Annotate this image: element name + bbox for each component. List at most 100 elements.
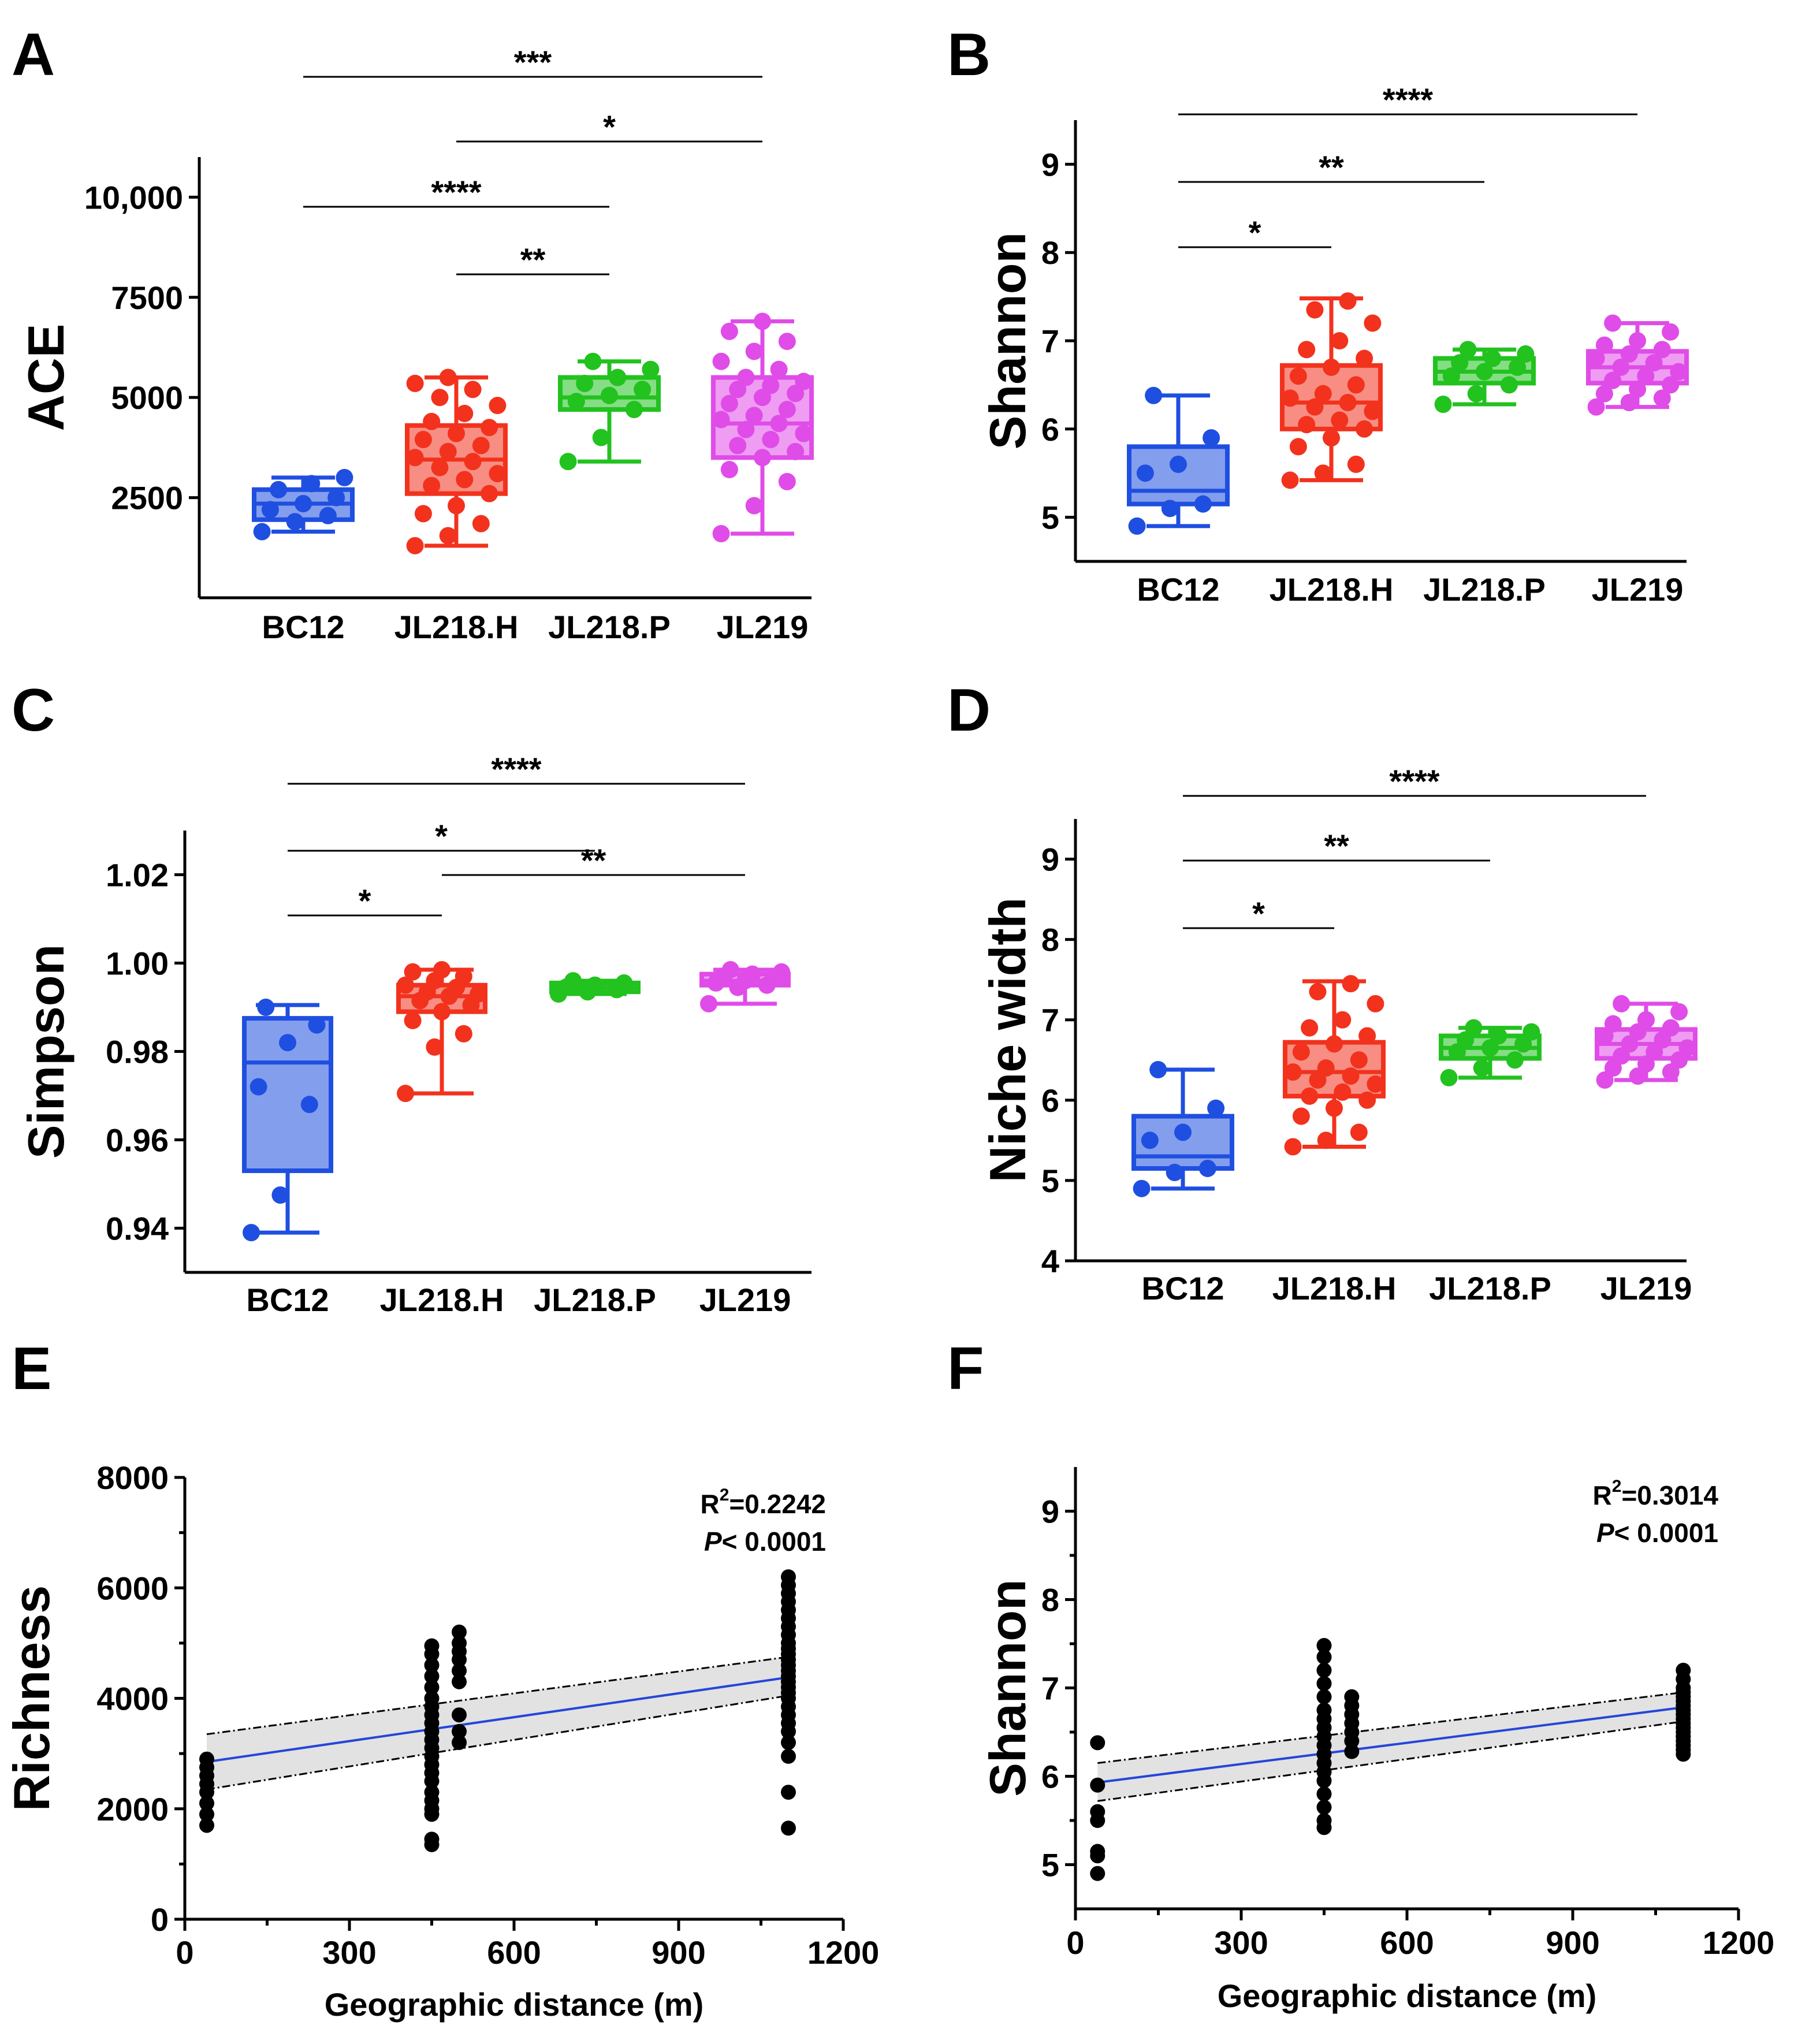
data-point: [1090, 1844, 1105, 1859]
significance-stars: ****: [1389, 763, 1439, 799]
box-jl219: [699, 960, 791, 1012]
r-squared-value: =0.3014: [1621, 1480, 1718, 1510]
data-point: [1587, 349, 1605, 367]
y-tick-label: 10,000: [84, 179, 183, 215]
data-point: [404, 1011, 422, 1029]
data-point: [1289, 438, 1307, 456]
data-point: [464, 381, 482, 399]
data-point: [1367, 995, 1384, 1012]
data-point: [426, 1038, 444, 1056]
y-tick-label: 5000: [111, 379, 183, 416]
data-point: [762, 377, 780, 394]
data-point: [720, 461, 738, 479]
data-point: [452, 1707, 467, 1723]
data-point: [1467, 385, 1485, 403]
data-point: [762, 431, 780, 449]
data-point: [1620, 345, 1638, 363]
panel-c: C 0.94 0.96 0.98 1.00 1.02 Simpson BC12 JL218.H J…: [12, 677, 811, 1318]
data-point: [1613, 995, 1631, 1012]
data-point: [1317, 1059, 1335, 1077]
data-point: [1670, 363, 1688, 381]
significance-stars: **: [1319, 149, 1344, 185]
data-point: [1342, 1067, 1360, 1085]
data-point: [257, 999, 275, 1016]
data-point: [1484, 349, 1502, 367]
ci-upper-line: [206, 1656, 789, 1736]
data-point: [452, 1624, 467, 1640]
category-label: JL218.H: [1270, 571, 1394, 608]
y-tick-label: 4000: [96, 1681, 169, 1717]
data-point: [1364, 403, 1382, 420]
y-axis-title: Richness: [3, 1585, 60, 1811]
data-point: [1316, 1689, 1332, 1704]
data-point: [433, 960, 451, 978]
box-bc12: [252, 468, 355, 541]
data-point: [634, 381, 652, 399]
category-label: JL218.H: [394, 609, 519, 645]
data-point: [1323, 358, 1340, 376]
data-point: [700, 995, 717, 1012]
y-tick-label: 7500: [111, 280, 183, 316]
data-point: [1090, 1804, 1105, 1819]
data-point: [439, 368, 457, 386]
data-point: [1207, 1099, 1225, 1117]
data-point: [1517, 345, 1535, 363]
y-tick-label: 9: [1041, 146, 1059, 183]
data-point: [397, 1085, 414, 1103]
data-point: [424, 1658, 440, 1673]
data-point: [406, 449, 424, 467]
data-point: [472, 437, 490, 455]
category-label: BC12: [1137, 571, 1219, 608]
data-point: [1662, 323, 1680, 341]
data-point: [199, 1818, 214, 1833]
data-point: [1358, 1091, 1376, 1109]
y-tick-label: 2500: [111, 480, 183, 516]
data-point: [253, 523, 271, 541]
data-point: [787, 442, 805, 460]
y-tick-label: 8000: [96, 1460, 169, 1496]
category-label: JL218.P: [1429, 1270, 1551, 1306]
data-point: [1194, 495, 1212, 513]
box-jl219: [711, 312, 814, 543]
y-tick-label: 6: [1041, 1759, 1059, 1795]
data-point: [778, 472, 796, 490]
data-point: [243, 1224, 260, 1242]
data-point: [286, 513, 304, 531]
y-tick-label: 1.00: [106, 945, 169, 982]
data-point: [642, 360, 660, 378]
data-point: [1331, 332, 1349, 349]
data-point: [1604, 371, 1622, 389]
y-tick-label: 4: [1041, 1243, 1059, 1279]
data-point: [1174, 1123, 1192, 1141]
ci-upper-line: [1097, 1691, 1684, 1764]
data-point: [781, 1748, 796, 1764]
data-point: [1301, 1087, 1319, 1105]
data-point: [452, 1674, 467, 1689]
data-point: [1522, 1023, 1540, 1041]
y-tick-label: 6000: [96, 1570, 169, 1606]
panel-label: E: [12, 1335, 51, 1402]
data-point: [423, 476, 441, 494]
panel-e: E 0 2000 4000 6000 8000 Richness 0 300 600 900 1200…: [3, 1335, 879, 2023]
box-jl218-h: [405, 368, 508, 554]
data-point: [1133, 1179, 1151, 1197]
data-point: [1334, 1011, 1352, 1029]
data-point: [1678, 1039, 1696, 1057]
data-point: [559, 453, 577, 471]
data-point: [452, 1635, 467, 1651]
data-point: [795, 373, 813, 390]
data-point: [1170, 455, 1187, 473]
category-label: BC12: [1141, 1270, 1224, 1306]
data-point: [397, 976, 414, 994]
data-point: [1090, 1777, 1105, 1793]
significance-stars: *: [603, 109, 616, 145]
panel-label: F: [947, 1335, 984, 1402]
r-squared-value: =0.2242: [729, 1489, 826, 1519]
data-point: [745, 407, 763, 425]
data-point: [1476, 363, 1493, 381]
data-point: [615, 974, 633, 992]
r-squared-label: R2=0.2242: [701, 1485, 826, 1519]
data-point: [1595, 336, 1613, 354]
data-point: [1344, 1744, 1360, 1759]
data-point: [1141, 1131, 1159, 1149]
